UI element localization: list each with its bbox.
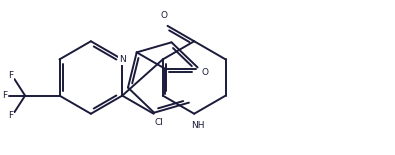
Text: Cl: Cl xyxy=(155,118,164,127)
Text: F: F xyxy=(8,71,13,80)
Text: NH: NH xyxy=(191,121,205,130)
Text: O: O xyxy=(201,68,208,77)
Text: O: O xyxy=(160,11,167,20)
Text: F: F xyxy=(8,111,13,120)
Text: F: F xyxy=(2,91,8,100)
Text: N: N xyxy=(119,55,126,64)
